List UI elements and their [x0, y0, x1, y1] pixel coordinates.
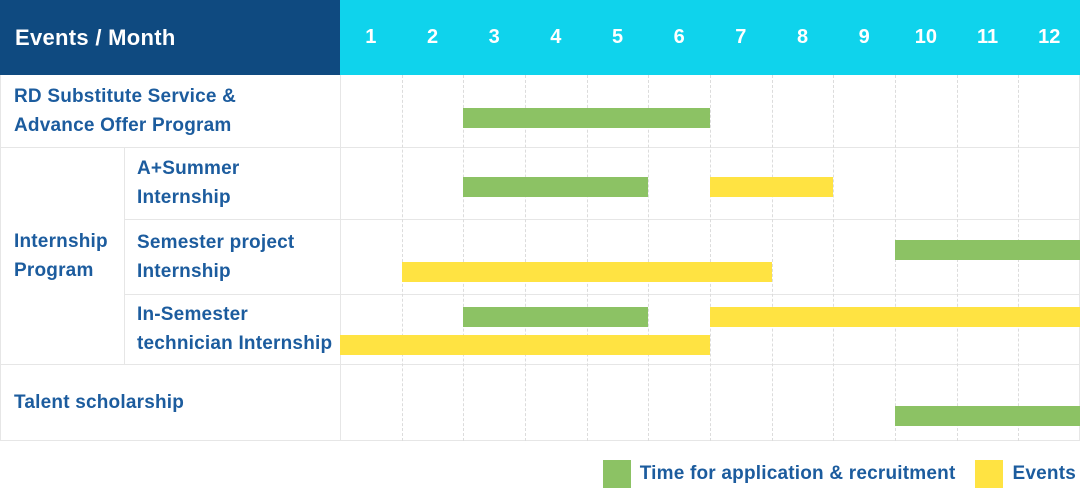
month-label: 10 [914, 26, 937, 48]
grid-line [124, 219, 1080, 220]
month-grid-line [771, 75, 773, 441]
grid-line [124, 294, 1080, 295]
legend-label: Time for application & recruitment [639, 463, 956, 484]
events-bar [340, 335, 710, 355]
month-label: 9 [858, 26, 870, 48]
month-grid-line [525, 75, 526, 441]
row-label-line: Advance Offer Program [14, 115, 232, 136]
month-label: 6 [673, 26, 685, 48]
row-label-line: Talent scholarship [14, 392, 185, 413]
row-label-line: technician Internship [137, 333, 333, 354]
group-label-internship-program: Internship Program [0, 147, 124, 364]
row-label-line: Semester project [137, 231, 295, 253]
grid-line [0, 147, 1080, 148]
legend-item: Events [975, 460, 1076, 488]
month-header-row: 1 2 3 4 5 6 7 8 9 10 11 12 [340, 0, 1080, 75]
row-label-line: Internship [137, 187, 231, 208]
group-label-line: Internship [14, 230, 108, 252]
application-recruitment-bar [463, 307, 649, 327]
month-grid-line [648, 75, 650, 441]
grid-line [0, 440, 1080, 441]
month-label: 7 [735, 26, 747, 48]
month-label: 11 [976, 26, 999, 48]
table-title-cell: Events / Month [0, 0, 340, 75]
row-label: A+Summer Internship [124, 147, 340, 219]
month-label: 12 [1038, 26, 1061, 48]
row-label-line: A+Summer [137, 158, 240, 179]
row-label-line: In-Semester [137, 304, 248, 325]
month-grid-line [586, 75, 588, 441]
month-grid-line [401, 75, 403, 441]
month-label: 5 [611, 26, 624, 48]
events-bar [401, 262, 772, 282]
legend: Time for application & recruitment Events [602, 460, 1076, 488]
month-label: 8 [796, 26, 809, 48]
events-bar [710, 307, 1080, 327]
month-label: 3 [488, 26, 500, 48]
row-label-line: RD Substitute Service & [14, 86, 237, 107]
table-left-border [0, 75, 1, 441]
month-grid-line [833, 75, 835, 441]
month-grid-line [463, 75, 465, 441]
application-recruitment-bar [895, 406, 1080, 426]
legend-item: Time for application & recruitment [602, 460, 956, 488]
month-label: 1 [365, 26, 377, 48]
group-label-line: Program [14, 259, 94, 281]
row-label-line: Internship [137, 260, 231, 282]
grid-line [0, 364, 1080, 365]
legend-green-swatch [602, 460, 631, 488]
month-label: 2 [426, 26, 439, 48]
row-label: In-Semester technician Internship [124, 294, 340, 364]
row-label: RD Substitute Service & Advance Offer Pro… [0, 75, 340, 147]
legend-yellow-swatch [975, 460, 1004, 488]
application-recruitment-bar [463, 177, 649, 197]
month-grid-line [710, 75, 711, 441]
row-label: Talent scholarship [0, 364, 340, 441]
application-recruitment-bar [895, 240, 1080, 260]
legend-label: Events [1012, 463, 1076, 484]
table-title: Events / Month [15, 24, 176, 50]
group-subcolumn-divider [124, 147, 125, 364]
month-label: 4 [550, 26, 562, 48]
label-chart-divider [340, 75, 341, 441]
row-label: Semester project Internship [124, 219, 340, 294]
events-bar [710, 177, 834, 197]
application-recruitment-bar [463, 108, 710, 128]
